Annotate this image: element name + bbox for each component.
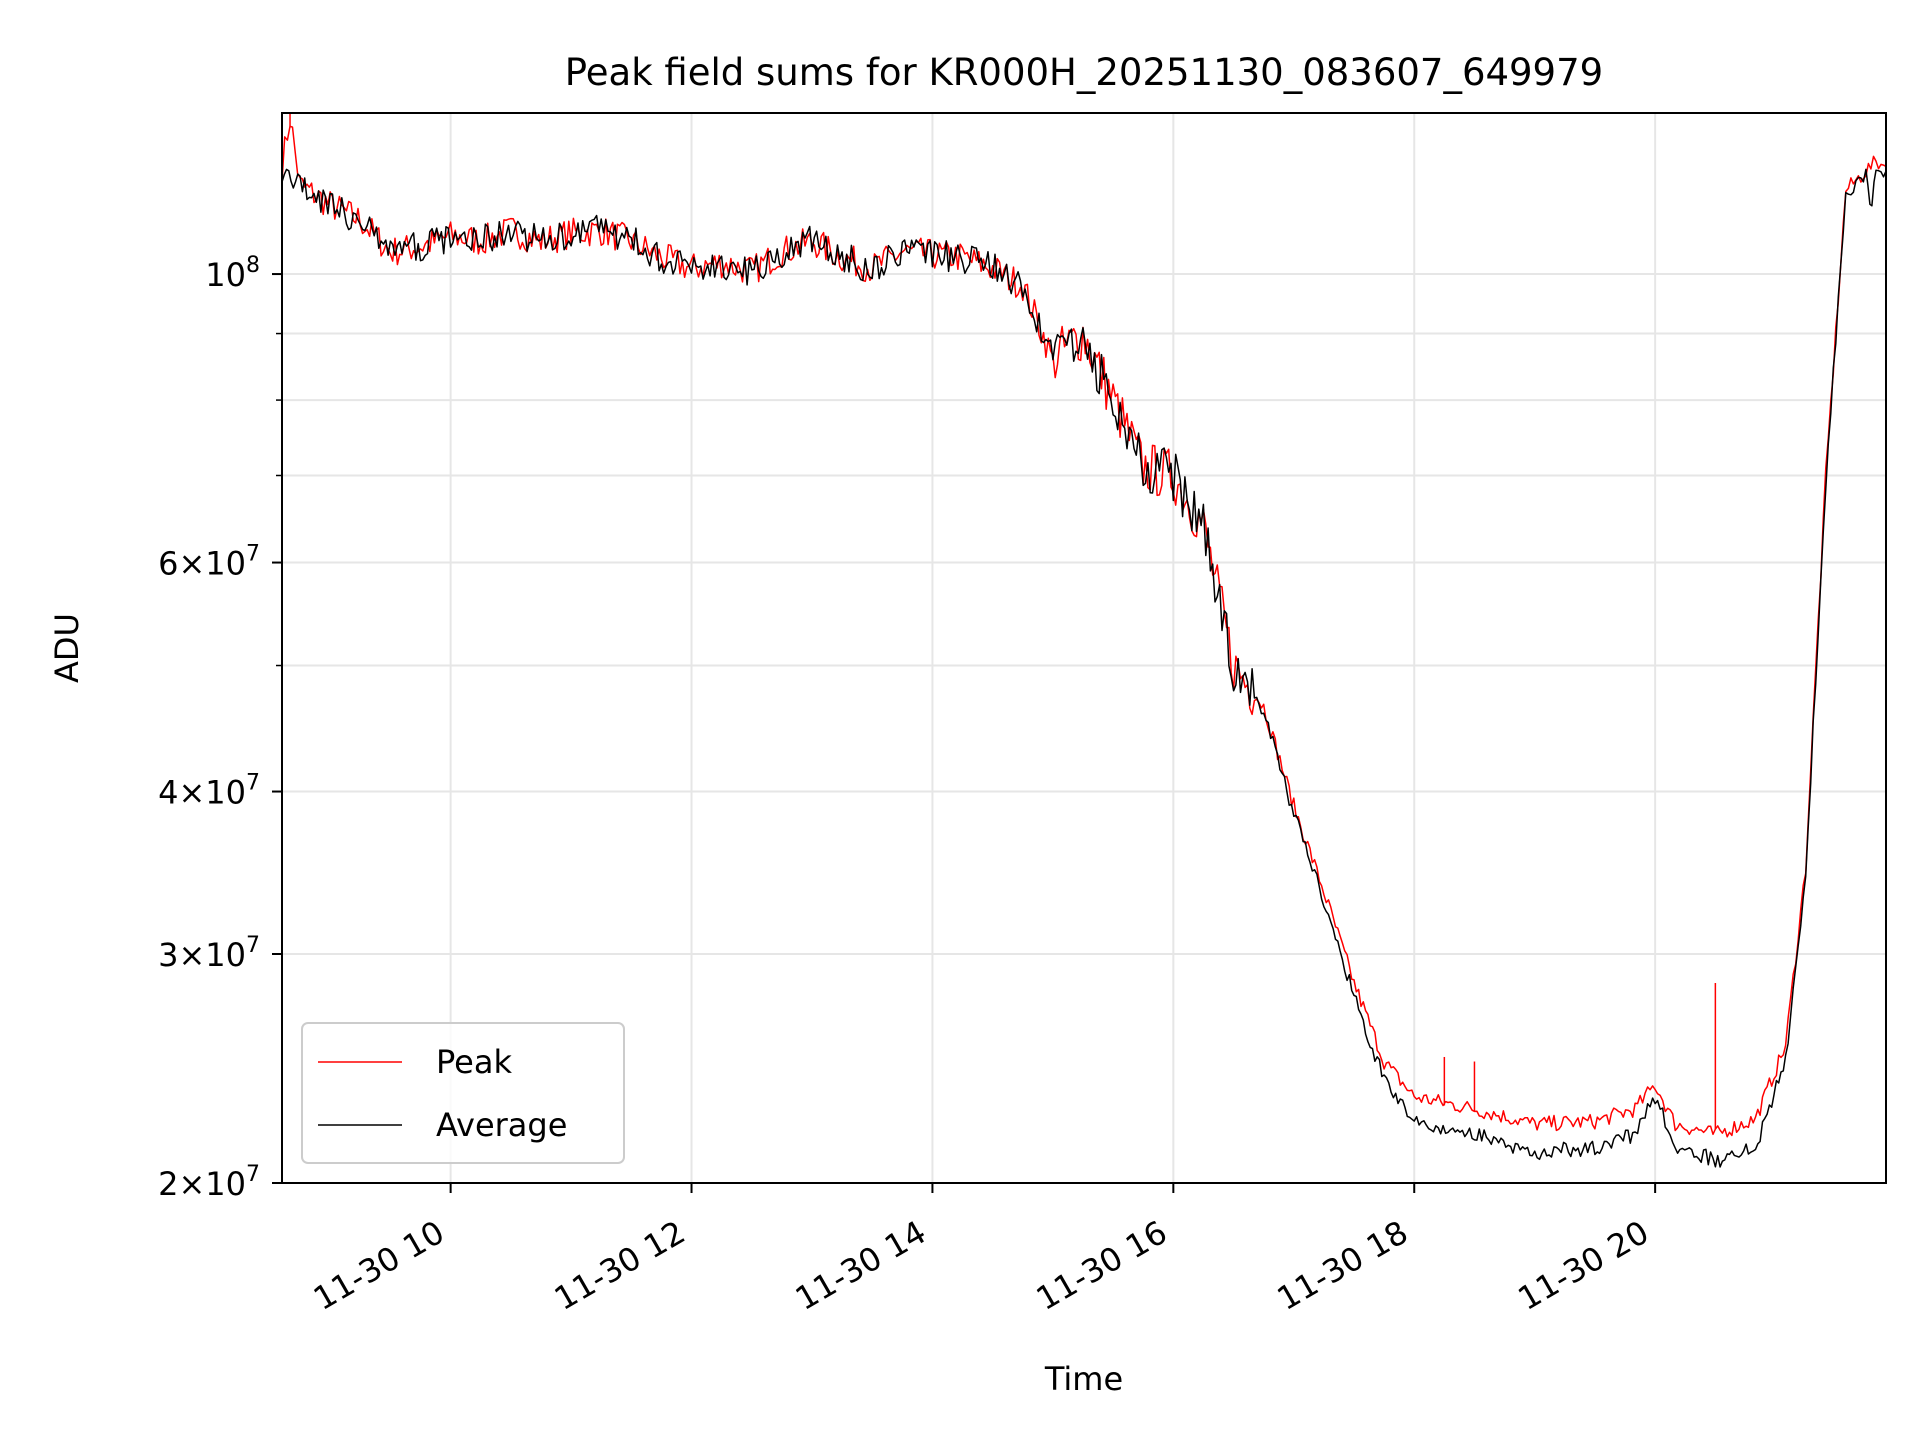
legend: Peak Average: [301, 1022, 625, 1164]
y-tick-label: 3×107: [158, 933, 260, 974]
plot-frame: [281, 112, 1887, 1184]
legend-label-peak: Peak: [436, 1043, 512, 1081]
chart-title: Peak field sums for KR000H_20251130_0836…: [565, 51, 1603, 94]
y-tick-label: 4×107: [158, 771, 260, 812]
legend-box: [301, 1022, 625, 1164]
x-axis-label: Time: [1044, 1360, 1123, 1398]
y-tick-label: 108: [205, 253, 260, 294]
series-line-average: [281, 168, 1887, 1168]
y-axis-label: ADU: [48, 613, 86, 683]
y-tick-label: 6×107: [158, 542, 260, 583]
y-tick-label: 2×107: [158, 1162, 260, 1203]
series-area: [281, 113, 1887, 1168]
legend-label-average: Average: [436, 1106, 567, 1144]
